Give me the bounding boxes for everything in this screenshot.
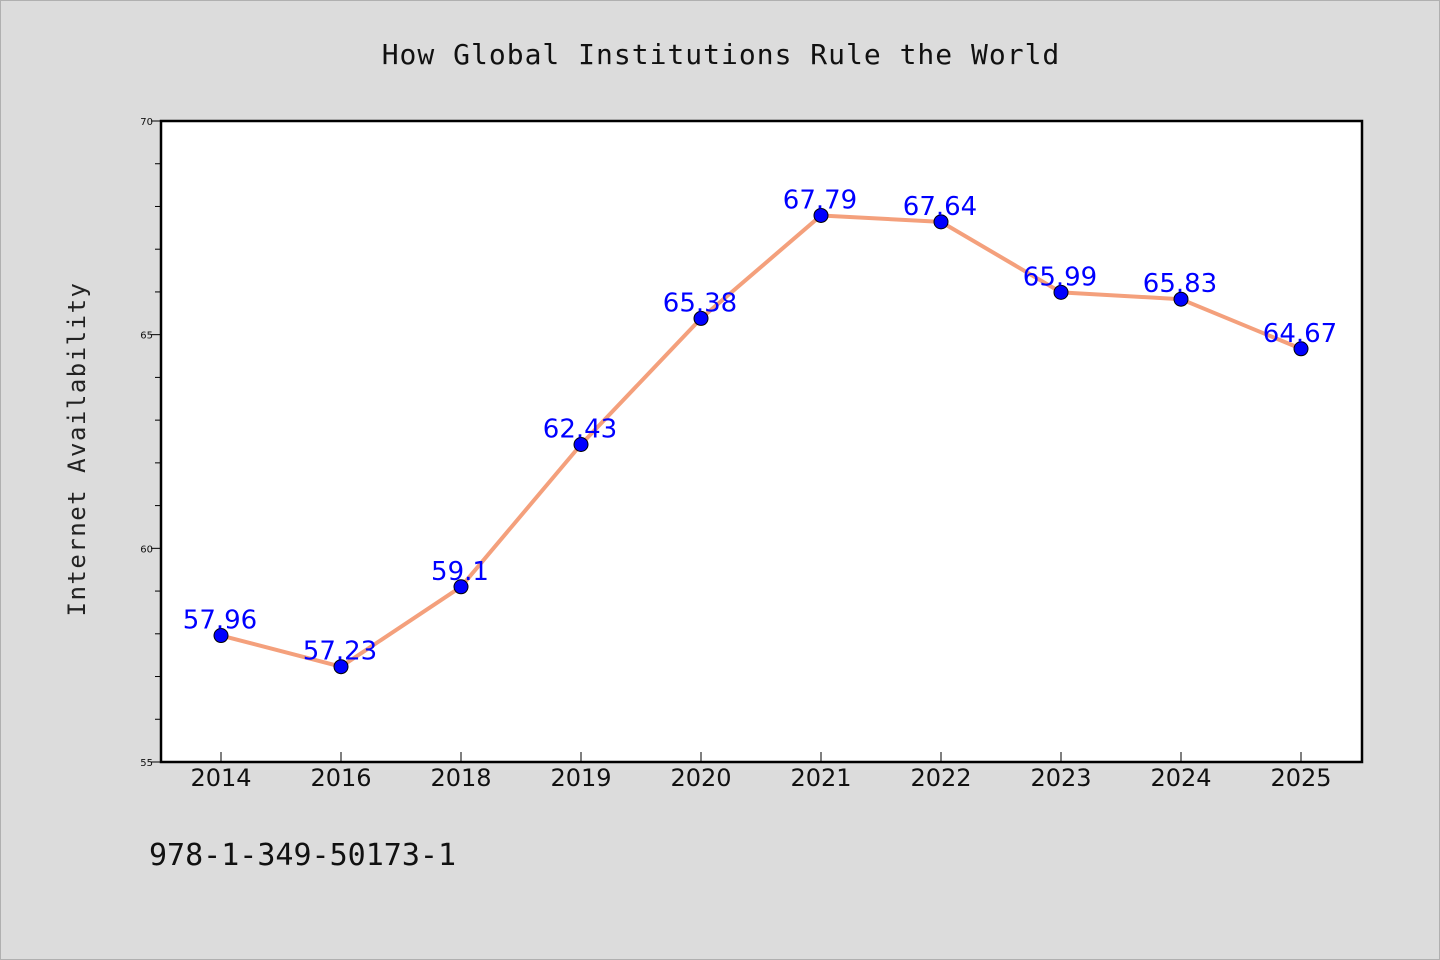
data-point xyxy=(333,659,349,675)
data-label: 67.64 xyxy=(903,192,977,222)
data-label: 65.83 xyxy=(1143,269,1217,299)
x-tick-label: 2019 xyxy=(550,764,611,792)
data-label: 64.67 xyxy=(1263,319,1337,349)
series-line-group xyxy=(220,213,1302,669)
series-line xyxy=(220,213,1302,669)
x-tick-label: 2021 xyxy=(790,764,851,792)
y-axis: 55 60 65 70 xyxy=(140,117,161,769)
data-label: 65.99 xyxy=(1023,262,1097,292)
x-tick-label: 2022 xyxy=(910,764,971,792)
y-tick-label: 60 xyxy=(140,544,153,555)
x-tick-label: 2024 xyxy=(1150,764,1211,792)
x-tick-label: 2020 xyxy=(670,764,731,792)
x-tick-label: 2016 xyxy=(310,764,371,792)
data-label: 62.43 xyxy=(543,414,617,444)
data-points xyxy=(213,207,1309,675)
y-tick-label: 55 xyxy=(140,758,153,769)
data-point xyxy=(1173,291,1189,307)
data-point xyxy=(1053,284,1069,300)
y-tick-label: 65 xyxy=(140,331,153,342)
x-tick-label: 2023 xyxy=(1030,764,1091,792)
data-label: 67.79 xyxy=(783,185,857,215)
x-tick-label: 2018 xyxy=(430,764,491,792)
x-axis: 2014 2016 2018 2019 2020 2021 2022 2023 2024 2025 xyxy=(190,752,1332,792)
data-label: 59.1 xyxy=(431,557,489,587)
y-axis-label: Internet Availability xyxy=(63,282,91,617)
data-label: 65.38 xyxy=(663,288,737,318)
footer-code: 978-1-349-50173-1 xyxy=(149,838,456,873)
data-point xyxy=(693,310,709,326)
data-point xyxy=(453,579,469,595)
data-point xyxy=(1293,341,1309,357)
data-point xyxy=(933,214,949,230)
x-tick-label: 2014 xyxy=(190,764,251,792)
data-labels: 57.96 57.23 59.1 62.43 65.38 67.79 67.64 65.99 6… xyxy=(183,185,1337,666)
data-label: 57.23 xyxy=(303,637,377,667)
data-point xyxy=(813,207,829,223)
x-tick-label: 2025 xyxy=(1270,764,1331,792)
data-label: 57.96 xyxy=(183,606,257,636)
data-point xyxy=(213,628,229,644)
y-tick-label: 70 xyxy=(140,117,153,128)
data-point xyxy=(573,436,589,452)
chart-title: How Global Institutions Rule the World xyxy=(382,38,1061,71)
